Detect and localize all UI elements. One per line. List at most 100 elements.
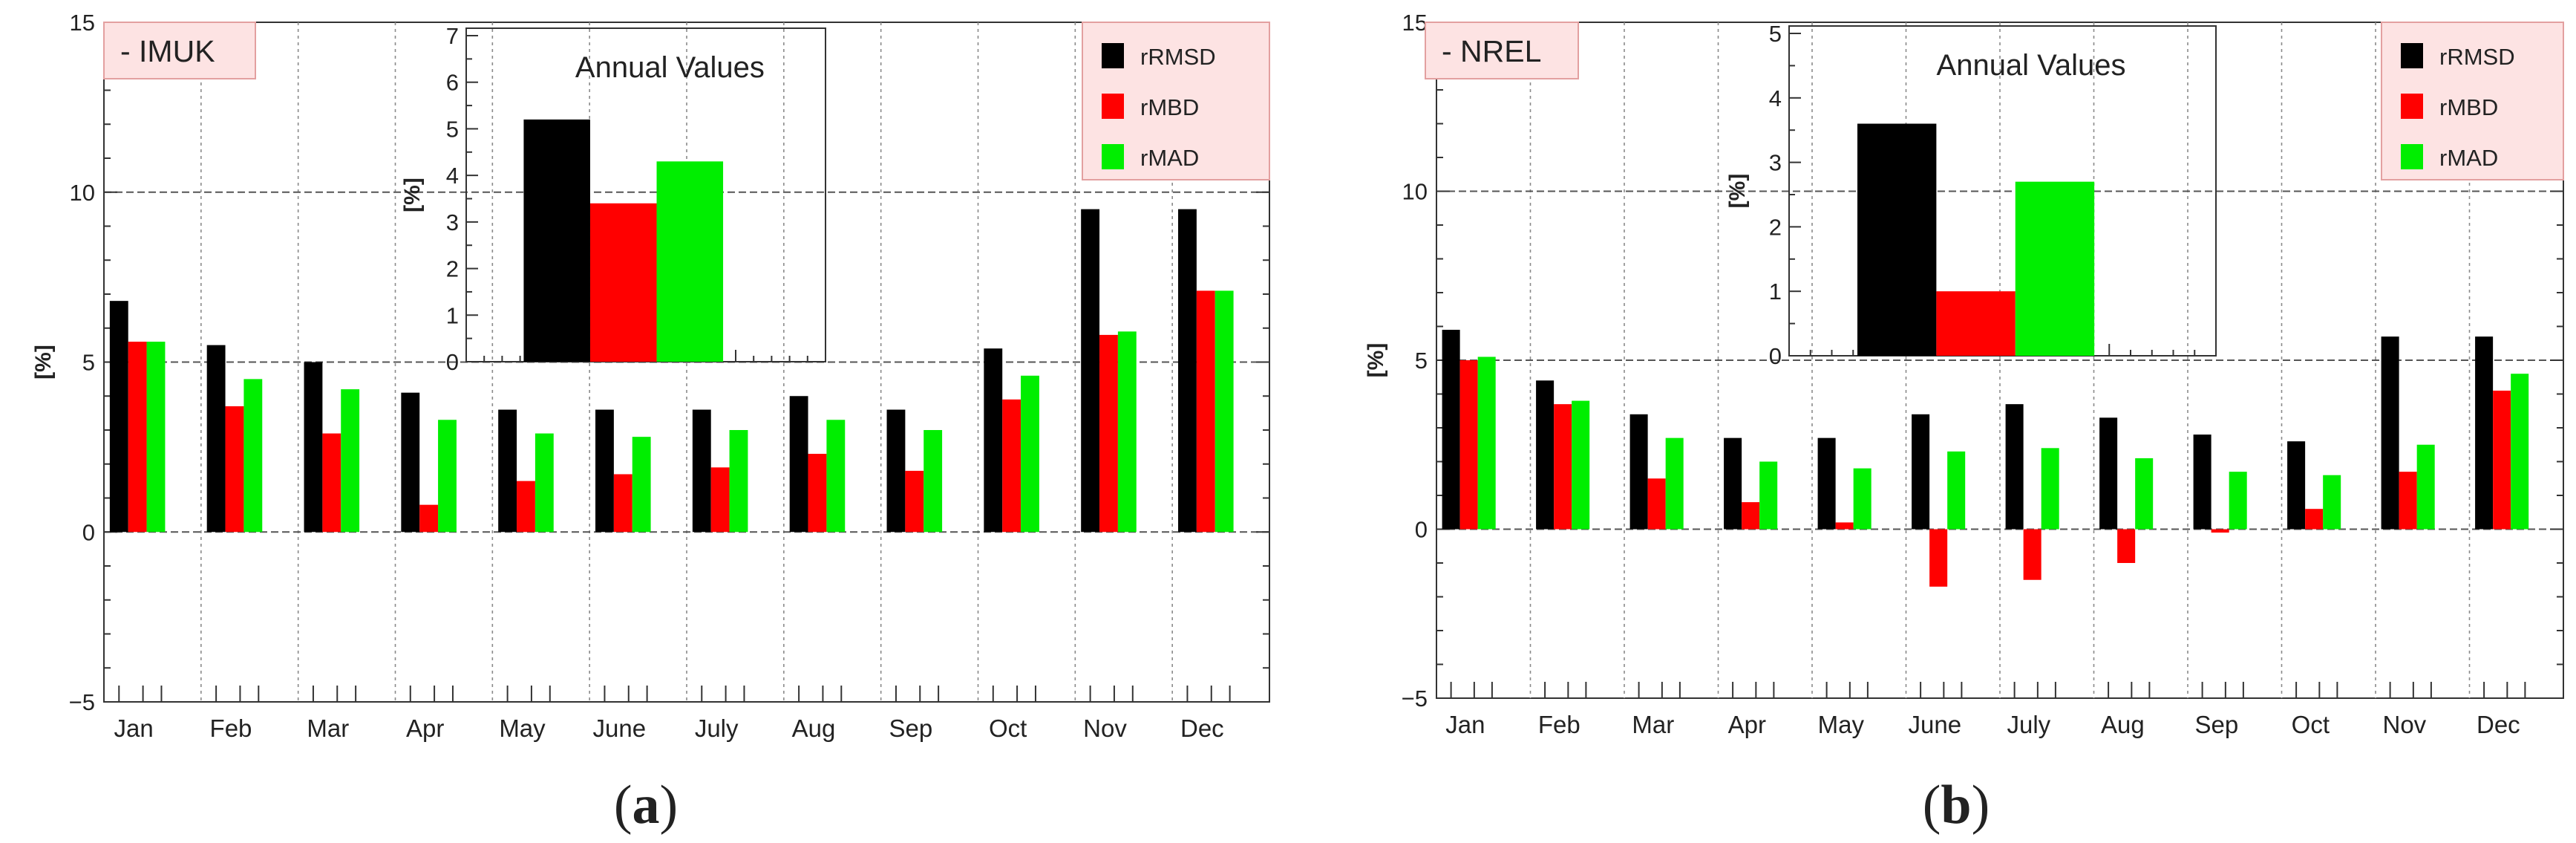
bar-rmad-aug (826, 420, 846, 533)
y-tick-label: −5 (69, 689, 95, 715)
x-category-label: Dec (2477, 711, 2520, 738)
x-category-label: July (2007, 711, 2050, 738)
panel-caption: (a) (614, 775, 678, 836)
legend-label-rmad: rMAD (2439, 145, 2498, 171)
bar-rmad-jan (1477, 357, 1496, 530)
bar-rmbd-jan (128, 342, 147, 533)
bar-rmbd-july (2023, 529, 2041, 580)
x-category-label: Mar (1632, 711, 1674, 738)
bar-rmad-oct (2323, 475, 2341, 530)
inset-y-tick-label: 6 (446, 70, 459, 96)
bar-rmbd-oct (1002, 399, 1021, 533)
x-category-label: May (1818, 711, 1865, 738)
bar-rrmsd-aug (2099, 417, 2118, 530)
caption-letter: a (632, 775, 660, 836)
station-tag-label: - IMUK (120, 34, 215, 68)
bar-rrmsd-feb (206, 345, 226, 533)
bar-rmad-apr (438, 420, 457, 533)
bar-rmbd-dec (1196, 290, 1215, 533)
bar-rmbd-mar (1647, 478, 1666, 530)
legend-swatch-rmad (2401, 144, 2423, 169)
bar-rrmsd-june (1912, 414, 1930, 530)
legend-label-rrmsd: rRMSD (1140, 44, 1216, 70)
x-category-label: Sep (889, 715, 932, 742)
bar-rmbd-aug (2117, 529, 2136, 563)
y-axis-title: [%] (1364, 343, 1388, 378)
bar-rrmsd-june (595, 409, 614, 533)
bar-rmbd-feb (225, 406, 244, 533)
bar-rmbd-feb (1554, 404, 1572, 530)
bar-rmbd-july (710, 467, 730, 533)
inset-annual-values: 0 1 2 3 4 5 Annual Values [%] (1725, 21, 2217, 369)
bar-rmad-feb (1572, 400, 1590, 530)
y-tick-label: 15 (1402, 10, 1428, 36)
caption-letter: b (1941, 775, 1971, 836)
bar-rrmsd-mar (304, 362, 323, 533)
bar-rmbd-dec (2493, 390, 2511, 530)
bar-rrmsd-dec (2475, 336, 2494, 530)
inset-bar-rmad (656, 161, 724, 362)
bar-rrmsd-july (2005, 404, 2024, 530)
y-tick-label: 0 (1415, 517, 1428, 543)
x-category-label: Apr (406, 715, 444, 742)
legend-swatch-rrmsd (2401, 43, 2423, 68)
bar-rmad-mar (1665, 437, 1684, 530)
bar-rmad-july (729, 430, 748, 533)
bar-rmad-sep (2229, 472, 2247, 530)
inset-y-tick-label: 3 (446, 209, 459, 235)
x-category-label: Oct (989, 715, 1027, 742)
legend-label-rmbd: rMBD (1140, 94, 1199, 120)
legend-label-rmad: rMAD (1140, 145, 1199, 171)
legend-swatch-rmbd (1102, 94, 1124, 119)
bar-rmbd-oct (2305, 509, 2324, 530)
x-category-label: Feb (1538, 711, 1580, 738)
legend-label-rrmsd: rRMSD (2439, 44, 2515, 70)
inset-y-tick-label: 1 (446, 302, 459, 328)
bar-rrmsd-jan (1442, 330, 1460, 530)
bar-rmad-may (1853, 468, 1871, 530)
x-category-label: May (499, 715, 546, 742)
station-tag-box (103, 22, 256, 79)
bar-rmad-nov (2416, 444, 2435, 530)
inset-bar-rrmsd (523, 119, 590, 362)
x-category-label: Mar (307, 715, 349, 742)
bar-rmbd-nov (1099, 334, 1118, 533)
y-tick-label: 5 (1415, 348, 1428, 374)
x-category-label: Dec (1180, 715, 1224, 742)
legend-swatch-rmad (1102, 144, 1124, 169)
bar-rrmsd-aug (789, 396, 808, 533)
bar-rrmsd-mar (1629, 414, 1648, 530)
bar-rmbd-apr (419, 504, 439, 533)
inset-y-axis-title: [%] (1725, 174, 1750, 209)
inset-title: Annual Values (1937, 49, 2126, 82)
y-axis-title: [%] (31, 345, 56, 380)
bar-rmad-feb (243, 379, 263, 533)
bar-rrmsd-dec (1178, 209, 1197, 533)
inset-bar-rmbd (1936, 291, 2016, 356)
x-category-label: Aug (2101, 711, 2145, 738)
x-category-label: Feb (210, 715, 252, 742)
bar-rmad-mar (341, 389, 360, 533)
bar-rmad-june (1947, 451, 1966, 530)
inset-y-tick-label: 4 (446, 163, 459, 189)
x-category-label: July (695, 715, 739, 742)
inset-y-tick-label: 3 (1769, 150, 1782, 176)
y-tick-label: 5 (82, 350, 95, 376)
legend-label-rmbd: rMBD (2439, 94, 2498, 120)
inset-y-tick-label: 0 (1769, 343, 1782, 369)
bar-rrmsd-july (692, 409, 711, 533)
inset-y-tick-label: 0 (446, 349, 459, 375)
station-tag-box (1425, 22, 1579, 79)
bar-rmbd-jan (1459, 360, 1478, 530)
bar-rmad-june (632, 437, 651, 533)
inset-y-tick-label: 5 (1769, 21, 1782, 47)
bar-rmbd-aug (808, 454, 827, 533)
bar-rmbd-nov (2399, 472, 2417, 530)
x-category-label: Jan (1445, 711, 1485, 738)
caption-open-paren: ( (1923, 775, 1941, 836)
bar-rrmsd-apr (1724, 437, 1742, 530)
inset-y-tick-label: 1 (1769, 279, 1782, 305)
y-tick-label: 15 (70, 10, 95, 36)
inset-bar-rrmsd (1857, 123, 1937, 356)
